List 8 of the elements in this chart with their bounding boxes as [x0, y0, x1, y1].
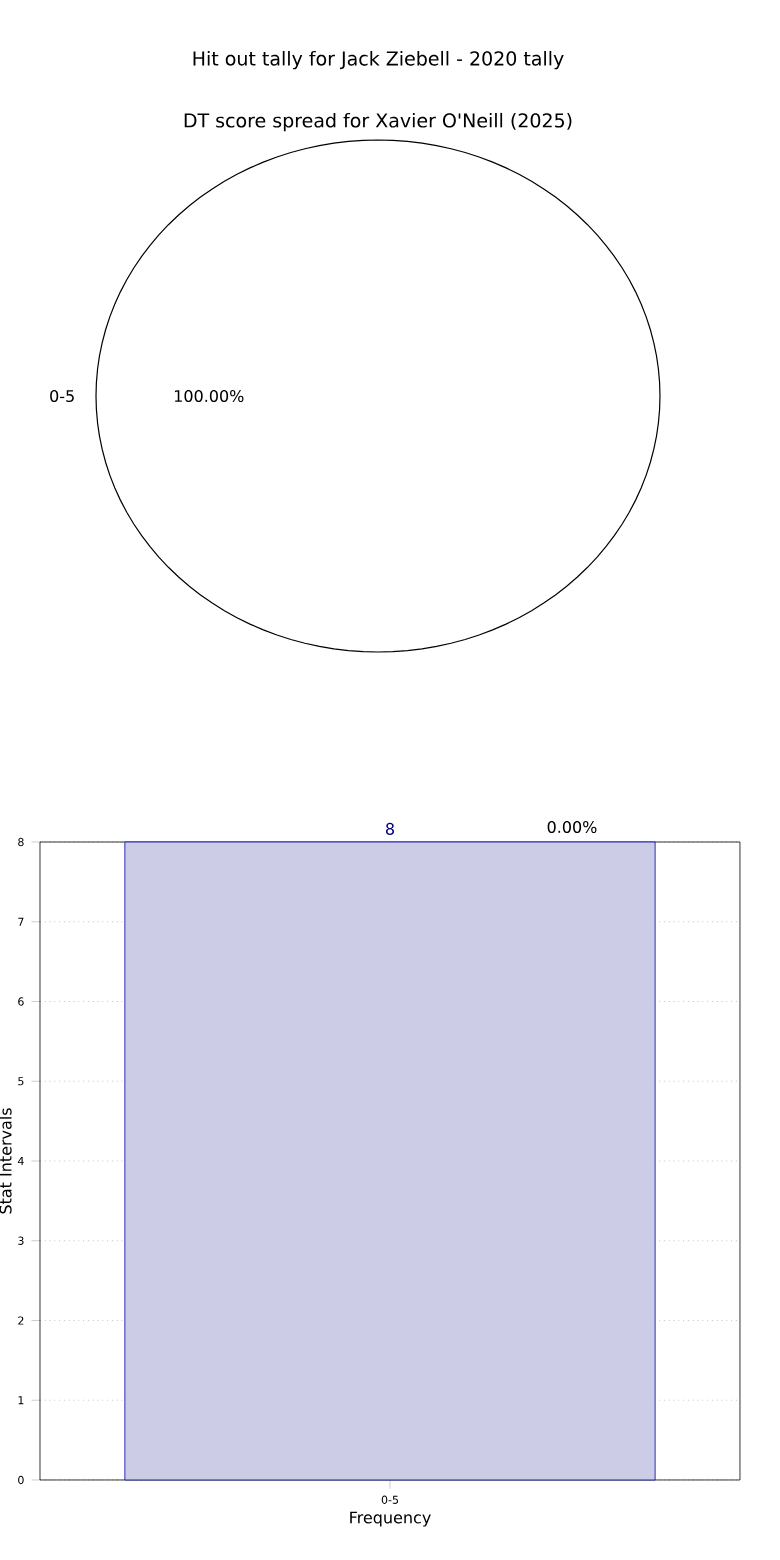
- slice-label: 0-5: [50, 389, 74, 403]
- x-axis-title: Frequency: [350, 1511, 431, 1527]
- data-label: 8: [386, 822, 394, 835]
- text: 0.00%: [547, 820, 597, 834]
- y-axis-title: Stat Intervals: [0, 1108, 12, 1214]
- chart-subtitle: DT score spread for Xavier O'Neill (2025): [184, 112, 572, 132]
- data-label: 100.00%: [174, 389, 244, 403]
- chart-title: Hit out tally for Jack Ziebell - 2020 tally: [193, 50, 564, 70]
